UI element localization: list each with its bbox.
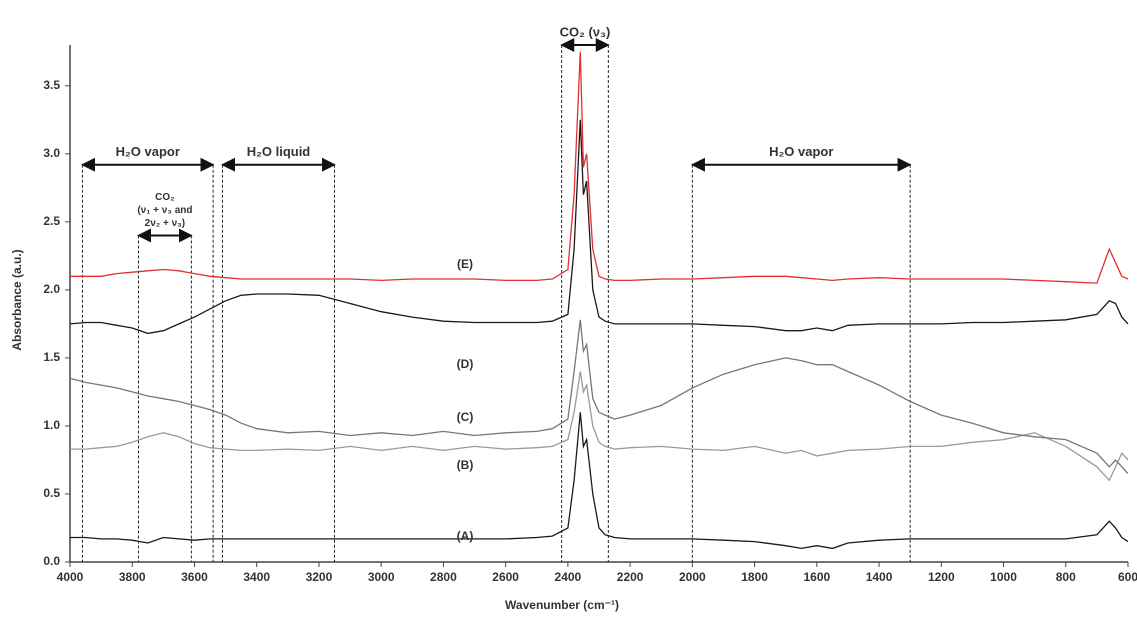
- x-tick-label: 1400: [866, 570, 893, 584]
- series-label: (C): [457, 410, 474, 424]
- x-tick-label: 1800: [741, 570, 768, 584]
- y-tick-label: 1.0: [43, 418, 60, 432]
- x-tick-label: 2800: [430, 570, 457, 584]
- series-label: (D): [457, 357, 474, 371]
- x-tick-label: 2600: [492, 570, 519, 584]
- x-tick-label: 2200: [617, 570, 644, 584]
- x-tick-label: 1600: [803, 570, 830, 584]
- y-tick-label: 3.5: [43, 78, 60, 92]
- spectrum-line: [69, 119, 1129, 335]
- x-tick-label: 3400: [243, 570, 270, 584]
- spectrum-line: [70, 51, 1129, 284]
- x-tick-label: 600: [1118, 570, 1137, 584]
- y-tick-label: 2.5: [43, 214, 60, 228]
- spectrum-line: [70, 412, 1129, 550]
- x-axis-title: Wavenumber (cm⁻¹): [505, 598, 619, 612]
- x-tick-label: 3800: [119, 570, 146, 584]
- series-label: (B): [457, 458, 474, 472]
- y-tick-label: 0.5: [43, 486, 60, 500]
- annotation-text: 2ν₂ + ν₃): [145, 218, 185, 229]
- spectrum-line: [69, 319, 1129, 475]
- annotation-text: CO₂ (ν₃): [560, 24, 611, 39]
- x-tick-label: 1000: [990, 570, 1017, 584]
- annotation-text: H₂O liquid: [247, 144, 311, 159]
- y-tick-label: 1.5: [43, 350, 60, 364]
- series-label: (E): [457, 257, 473, 271]
- annotation-text: H₂O vapor: [116, 144, 180, 159]
- y-tick-label: 0.0: [43, 554, 60, 568]
- y-tick-label: 3.0: [43, 146, 60, 160]
- annotation-text: H₂O vapor: [769, 144, 833, 159]
- y-tick-label: 2.0: [43, 282, 60, 296]
- x-tick-label: 3200: [306, 570, 333, 584]
- x-tick-label: 800: [1056, 570, 1076, 584]
- x-tick-label: 1200: [928, 570, 955, 584]
- x-tick-label: 2000: [679, 570, 706, 584]
- x-tick-label: 3000: [368, 570, 395, 584]
- x-tick-label: 4000: [57, 570, 84, 584]
- y-axis-title: Absorbance (a.u.): [10, 249, 24, 350]
- annotation-text: (ν₁ + ν₃ and: [137, 205, 192, 216]
- spectrum-line: [70, 371, 1129, 482]
- annotation-text: CO₂: [155, 192, 174, 203]
- x-tick-label: 2400: [555, 570, 582, 584]
- x-tick-label: 3600: [181, 570, 208, 584]
- series-label: (A): [457, 529, 474, 543]
